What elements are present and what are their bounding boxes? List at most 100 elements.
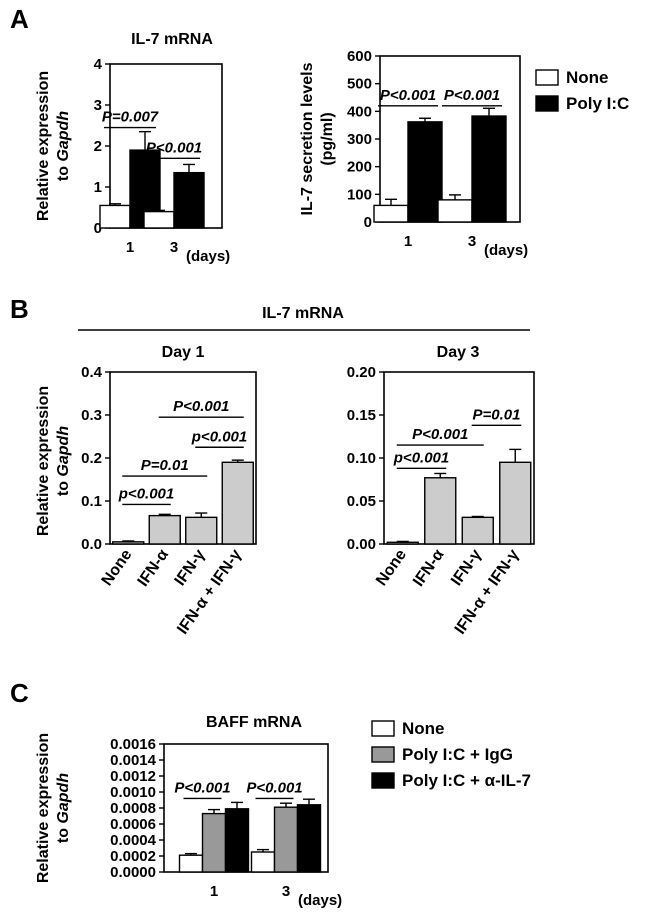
bar-none xyxy=(143,210,175,229)
y-tick-label: 0.0 xyxy=(81,536,102,553)
chart-c1: BAFF mRNA0.00000.00020.00040.00060.00080… xyxy=(35,714,531,909)
p-value-label: P<0.001 xyxy=(380,87,436,104)
x-tick-label: 1 xyxy=(210,883,218,900)
bar-none xyxy=(437,199,473,223)
p-value-label: P=0.007 xyxy=(102,109,159,126)
bar-poly-i-c-il-7 xyxy=(224,808,250,873)
y-tick-label: 0.4 xyxy=(81,364,103,381)
p-value-label: P<0.001 xyxy=(174,779,230,796)
x-tick-label: 3 xyxy=(468,233,476,250)
y-tick-label: 0.0006 xyxy=(110,816,156,833)
p-value-label: P<0.001 xyxy=(146,139,202,156)
y-axis-label-line2: to Gapdh xyxy=(55,773,72,843)
panel-label-c: C xyxy=(10,678,29,708)
p-value-label: P=0.01 xyxy=(473,406,521,423)
x-tick-label: 3 xyxy=(170,239,178,256)
bar xyxy=(221,461,254,545)
x-axis-unit: (days) xyxy=(186,248,230,265)
bar xyxy=(461,516,494,545)
bar xyxy=(148,514,181,545)
panel-label-b: B xyxy=(10,294,29,324)
y-tick-label: 0.0012 xyxy=(110,768,156,785)
y-axis-label-gene: Gapdh xyxy=(55,426,72,477)
p-value-label: p<0.001 xyxy=(118,485,174,502)
p-value-label: P<0.001 xyxy=(173,398,229,415)
y-tick-label: 600 xyxy=(347,48,372,65)
y-axis-label-to: to xyxy=(55,477,72,497)
y-tick-label: 0.0010 xyxy=(110,784,156,801)
y-tick-label: 0 xyxy=(94,220,102,237)
bar-poly-i-c-igg xyxy=(273,806,299,873)
chart-a2: 0 100 200 300 400 500 600 IL-7 secretion levels… xyxy=(299,48,629,259)
y-tick-label: 4 xyxy=(94,56,103,73)
y-tick-label: 0.0002 xyxy=(110,848,156,865)
p-value-label: P=0.01 xyxy=(141,457,189,474)
y-tick-label: 300 xyxy=(347,131,372,148)
legend-swatch xyxy=(371,720,395,737)
panel-label-a: A xyxy=(10,4,29,34)
y-tick-label: 100 xyxy=(347,186,372,203)
legend-swatch xyxy=(535,69,559,86)
chart-title: BAFF mRNA xyxy=(206,714,302,731)
p-value-label: P<0.001 xyxy=(246,779,302,796)
chart-title: Day 3 xyxy=(437,344,480,361)
x-tick-label: IFN-γ xyxy=(448,546,485,589)
y-axis-label-line2: (pg/ml) xyxy=(319,112,336,165)
legend-swatch xyxy=(371,746,395,763)
bar xyxy=(424,477,457,545)
legend-label: Poly I:C + IgG xyxy=(402,745,513,764)
x-tick-label: None xyxy=(373,546,410,589)
y-axis-label-line1: Relative expression xyxy=(35,386,52,536)
y-tick-label: 3 xyxy=(94,97,102,114)
y-tick-label: 1 xyxy=(94,179,102,196)
y-tick-label: 200 xyxy=(347,159,372,176)
y-axis-label-line2: to Gapdh xyxy=(55,111,72,181)
bar-poly-i-c xyxy=(407,121,443,223)
x-tick-label: IFN-α xyxy=(135,546,173,589)
bar-poly-i-c-il-7 xyxy=(296,804,322,873)
y-tick-label: 500 xyxy=(347,76,372,93)
y-tick-label: 0.2 xyxy=(81,450,102,467)
bar-poly-i-c xyxy=(173,171,205,229)
y-tick-label: 2 xyxy=(94,138,102,155)
y-tick-label: 0.1 xyxy=(81,493,102,510)
chart-a1: IL-7 mRNA 0 1 2 3 4 Relative expression to Gapd… xyxy=(35,31,230,265)
y-tick-label: 0.0008 xyxy=(110,800,156,817)
y-tick-label: 0.0016 xyxy=(110,736,156,753)
y-tick-label: 0.10 xyxy=(347,450,376,467)
x-tick-label: IFN-α xyxy=(410,546,448,589)
x-tick-label: 1 xyxy=(404,233,412,250)
y-tick-label: 0.20 xyxy=(347,364,376,381)
y-tick-label: 0.0014 xyxy=(110,752,157,769)
bar xyxy=(112,541,145,545)
chart-title: Day 1 xyxy=(162,344,205,361)
x-tick-label: 3 xyxy=(282,883,290,900)
bar-none xyxy=(250,851,276,873)
y-axis-label-line2: to Gapdh xyxy=(55,426,72,496)
panel-b-header: IL-7 mRNA xyxy=(262,305,344,322)
legend-swatch xyxy=(371,772,395,789)
x-axis-unit: (days) xyxy=(484,242,528,259)
legend-label: None xyxy=(566,68,609,87)
p-value-label: P<0.001 xyxy=(444,87,500,104)
p-value-label: p<0.001 xyxy=(393,449,449,466)
x-axis-unit: (days) xyxy=(298,892,342,909)
x-tick-label: IFN-γ xyxy=(172,546,209,589)
y-tick-label: 0.15 xyxy=(347,407,376,424)
y-tick-label: 0.0000 xyxy=(110,864,156,881)
bar-poly-i-c-igg xyxy=(201,812,227,873)
y-axis-label-gene: Gapdh xyxy=(55,773,72,824)
y-axis-label-gene: Gapdh xyxy=(55,111,72,162)
bar xyxy=(499,461,532,545)
legend-swatch xyxy=(535,95,559,112)
y-tick-label: 0.0004 xyxy=(110,832,157,849)
y-tick-label: 0 xyxy=(364,214,372,231)
bar-none xyxy=(99,204,131,229)
y-tick-label: 0.00 xyxy=(347,536,376,553)
y-axis-label-line1: Relative expression xyxy=(35,71,52,221)
y-axis-label-line1: IL-7 secretion levels xyxy=(299,62,316,215)
p-value-label: P<0.001 xyxy=(412,426,468,443)
y-tick-label: 0.05 xyxy=(347,493,376,510)
y-axis-label-to: to xyxy=(55,162,72,182)
